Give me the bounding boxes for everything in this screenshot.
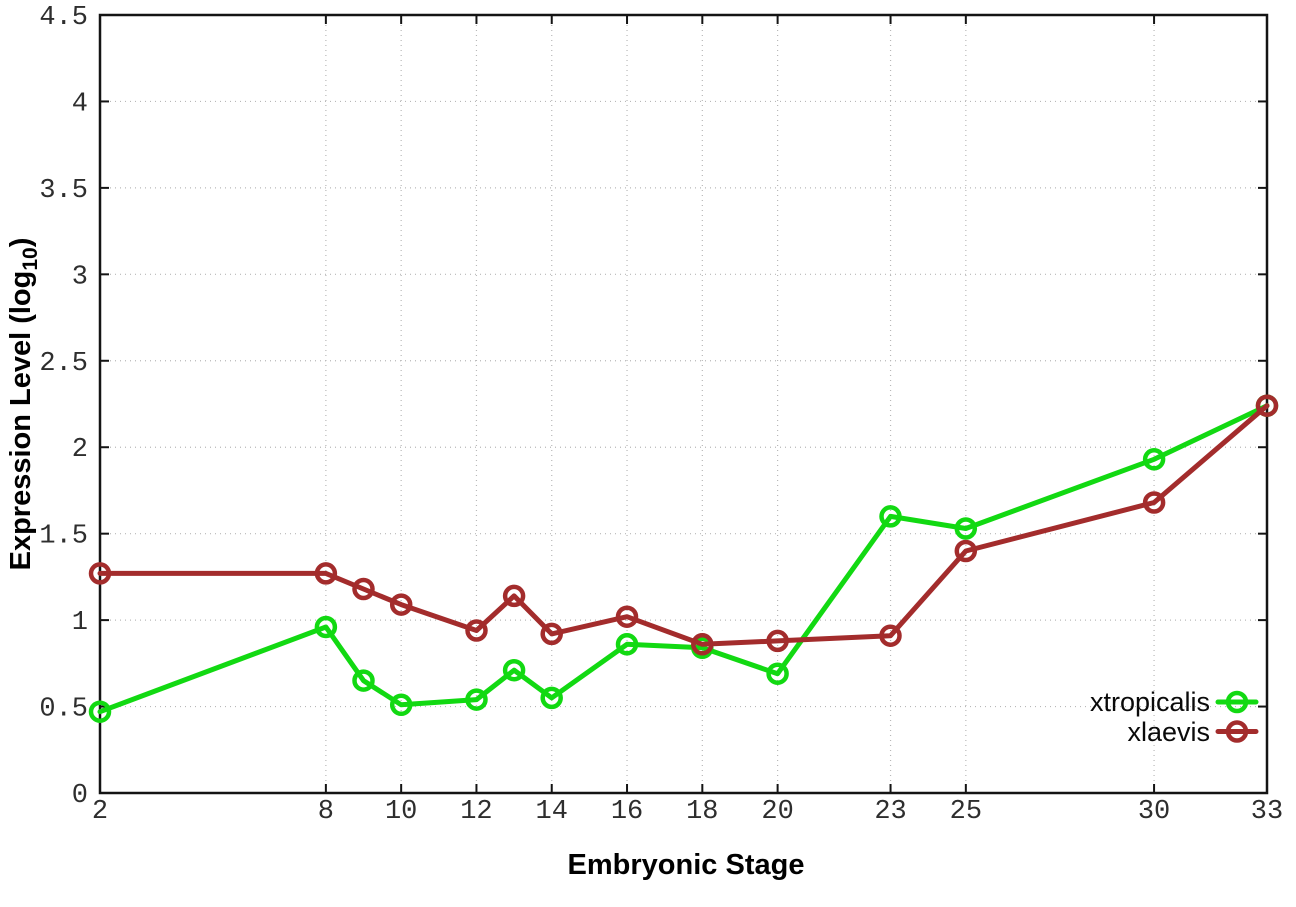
y-axis-title-main: Expression Level (log bbox=[5, 271, 37, 571]
data-point-xlaevis-33 bbox=[1255, 394, 1279, 417]
legend-marker-xtropicalis bbox=[1225, 690, 1249, 714]
data-point-xlaevis-30 bbox=[1142, 491, 1166, 514]
plot-border bbox=[98, 13, 1269, 795]
y-tick-label: 1 bbox=[72, 608, 88, 638]
x-tick-label: 10 bbox=[385, 797, 417, 827]
x-tick-label: 18 bbox=[686, 797, 718, 827]
axis-ticks bbox=[99, 14, 1268, 794]
x-tick-label: 23 bbox=[874, 797, 906, 827]
data-point-xlaevis-16 bbox=[615, 605, 639, 628]
y-tick-label: 2.5 bbox=[39, 349, 88, 379]
legend: xtropicalis xlaevis bbox=[1090, 687, 1259, 747]
data-point-xtropicalis-16 bbox=[615, 633, 639, 656]
y-tick-labels: 0 0.5 1 1.5 2 2.5 3 3.5 4 4.5 bbox=[39, 3, 88, 811]
y-tick-label: 4 bbox=[72, 89, 88, 119]
data-point-xlaevis-2 bbox=[88, 562, 112, 585]
data-point-xlaevis-10 bbox=[389, 593, 413, 616]
data-point-xtropicalis-25 bbox=[954, 517, 978, 540]
y-axis-title: Expression Level (log10) bbox=[5, 238, 42, 571]
legend-markers bbox=[1215, 690, 1259, 743]
data-point-xlaevis-14 bbox=[540, 622, 563, 646]
data-point-xlaevis-13 bbox=[502, 584, 526, 608]
data-point-xlaevis-9 bbox=[352, 577, 375, 601]
y-tick-label: 4.5 bbox=[39, 3, 88, 33]
data-point-xtropicalis-8 bbox=[314, 615, 338, 639]
data-point-xlaevis-8 bbox=[314, 562, 338, 585]
data-series bbox=[88, 394, 1279, 723]
y-tick-label: 3 bbox=[72, 262, 88, 292]
legend-label-xtropicalis: xtropicalis bbox=[1090, 687, 1210, 717]
data-point-xtropicalis-13 bbox=[502, 658, 526, 682]
x-tick-label: 16 bbox=[611, 797, 643, 827]
x-tick-label: 14 bbox=[536, 797, 568, 827]
series-line-xtropicalis bbox=[97, 403, 1270, 715]
data-point-xlaevis-18 bbox=[691, 633, 714, 656]
x-tick-label: 12 bbox=[460, 797, 492, 827]
data-point-xtropicalis-20 bbox=[766, 662, 789, 685]
y-axis-title-end: ) bbox=[5, 238, 37, 248]
data-point-xtropicalis-2 bbox=[88, 700, 112, 723]
y-tick-label: 1.5 bbox=[39, 522, 88, 552]
data-point-xtropicalis-10 bbox=[389, 693, 413, 717]
data-point-xlaevis-20 bbox=[766, 629, 789, 653]
x-tick-label: 25 bbox=[950, 797, 982, 827]
data-point-xlaevis-25 bbox=[954, 539, 978, 563]
data-point-xtropicalis-9 bbox=[352, 669, 375, 692]
data-point-xlaevis-23 bbox=[879, 624, 902, 647]
x-tick-label: 8 bbox=[318, 797, 334, 827]
legend-label-xlaevis: xlaevis bbox=[1127, 717, 1210, 747]
data-point-xtropicalis-23 bbox=[879, 505, 902, 528]
y-tick-label: 3.5 bbox=[39, 176, 88, 206]
x-axis-title: Embryonic Stage bbox=[568, 849, 805, 881]
x-tick-label: 33 bbox=[1251, 797, 1283, 827]
x-tick-labels: 2 8 10 12 14 16 18 20 23 25 30 33 bbox=[92, 797, 1283, 827]
data-point-xtropicalis-12 bbox=[465, 688, 488, 711]
data-point-xtropicalis-30 bbox=[1142, 448, 1166, 471]
grid-lines bbox=[100, 15, 1267, 793]
x-tick-label: 2 bbox=[92, 797, 108, 827]
series-line-xlaevis bbox=[97, 403, 1270, 647]
x-tick-label: 30 bbox=[1138, 797, 1170, 827]
y-tick-label: 0.5 bbox=[39, 695, 88, 725]
y-axis-title-subscript: 10 bbox=[19, 247, 42, 270]
y-tick-label: 2 bbox=[72, 435, 88, 465]
data-point-xtropicalis-14 bbox=[540, 686, 563, 710]
data-point-xlaevis-12 bbox=[465, 619, 488, 642]
y-tick-label: 0 bbox=[72, 781, 88, 811]
legend-marker-xlaevis bbox=[1225, 720, 1249, 743]
x-tick-label: 20 bbox=[761, 797, 793, 827]
